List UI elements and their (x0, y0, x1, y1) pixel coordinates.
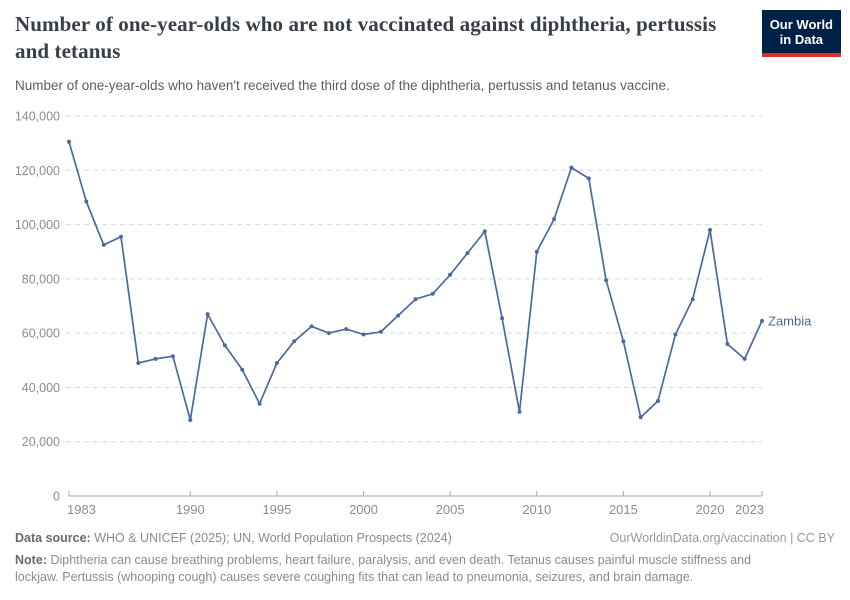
x-tick-label: 2010 (522, 502, 551, 517)
data-point (760, 318, 764, 323)
chart-svg: 0 20,000 40,000 60,000 80,000 100,000 120,000 1… (15, 110, 812, 518)
x-tick-label: 2015 (609, 502, 638, 517)
data-point (413, 297, 418, 302)
data-point (101, 242, 106, 247)
data-point (448, 272, 453, 277)
data-point (638, 415, 643, 420)
data-point (430, 291, 435, 296)
owid-logo-line2: in Data (779, 32, 824, 47)
data-point (170, 354, 175, 359)
data-point (396, 313, 401, 318)
data-point (326, 331, 331, 336)
series-end-label: Zambia (768, 313, 812, 328)
owid-logo-line1: Our World (769, 17, 833, 32)
data-point (136, 361, 141, 365)
x-tick-label: 1995 (262, 502, 291, 517)
data-point (742, 356, 747, 361)
data-point (274, 361, 279, 365)
y-tick-label: 140,000 (15, 110, 60, 124)
data-point (656, 399, 660, 403)
data-point (534, 249, 539, 254)
data-point (344, 327, 349, 332)
data-point (517, 409, 522, 414)
data-point (309, 324, 314, 329)
data-point (569, 165, 574, 170)
data-point (84, 199, 89, 204)
footer-note: Note: Diphtheria can cause breathing pro… (15, 552, 773, 586)
data-point (604, 278, 609, 283)
line-chart-canvas: 0 20,000 40,000 60,000 80,000 100,000 120,000 1… (0, 105, 850, 525)
data-point (482, 229, 487, 234)
data-point (690, 297, 695, 302)
x-tick-label: 2005 (436, 502, 465, 517)
page-title: Number of one-year-olds who are not vacc… (15, 12, 717, 63)
data-point (119, 234, 123, 239)
data-point (621, 339, 626, 344)
data-point (500, 316, 505, 321)
x-tick-label: 2020 (696, 502, 725, 517)
x-tick-label: 2023 (735, 502, 764, 517)
data-source-label: Data source: (15, 531, 91, 545)
y-tick-label: 120,000 (15, 164, 60, 178)
y-tick-label: 40,000 (22, 381, 60, 395)
data-point (257, 401, 262, 406)
data-point (222, 343, 227, 348)
y-tick-label: 20,000 (22, 435, 60, 449)
data-point (67, 139, 71, 144)
x-tick-label: 2000 (349, 502, 378, 517)
y-tick-label: 0 (53, 490, 60, 504)
data-point (240, 367, 245, 372)
data-point (708, 228, 712, 232)
data-point (378, 329, 383, 334)
series-line (68, 140, 763, 421)
footer-link[interactable]: OurWorldinData.org/vaccination | CC BY (609, 531, 835, 545)
x-tick-label: 1983 (67, 502, 96, 517)
y-tick-label: 100,000 (15, 218, 60, 232)
data-point (586, 176, 591, 181)
data-source-text: WHO & UNICEF (2025); UN, World Populatio… (94, 531, 452, 545)
data-source: Data source: WHO & UNICEF (2025); UN, Wo… (15, 531, 452, 545)
owid-logo: Our World in Data (761, 10, 841, 57)
data-point (188, 418, 193, 422)
data-point (361, 332, 366, 337)
x-tick-label: 1990 (176, 502, 205, 517)
data-point (465, 251, 470, 256)
data-point (552, 217, 557, 222)
data-point (205, 312, 210, 317)
data-point (673, 332, 678, 337)
data-point (153, 356, 158, 361)
footer-note-text: Diphtheria can cause breathing problems,… (15, 553, 752, 584)
footer-note-label: Note: (15, 553, 47, 567)
y-tick-label: 60,000 (22, 327, 60, 341)
data-point (292, 339, 297, 344)
data-point (725, 342, 730, 346)
y-tick-label: 80,000 (22, 272, 60, 286)
chart-subtitle: Number of one-year-olds who haven't rece… (15, 78, 670, 93)
source-row: Data source: WHO & UNICEF (2025); UN, Wo… (15, 531, 835, 545)
